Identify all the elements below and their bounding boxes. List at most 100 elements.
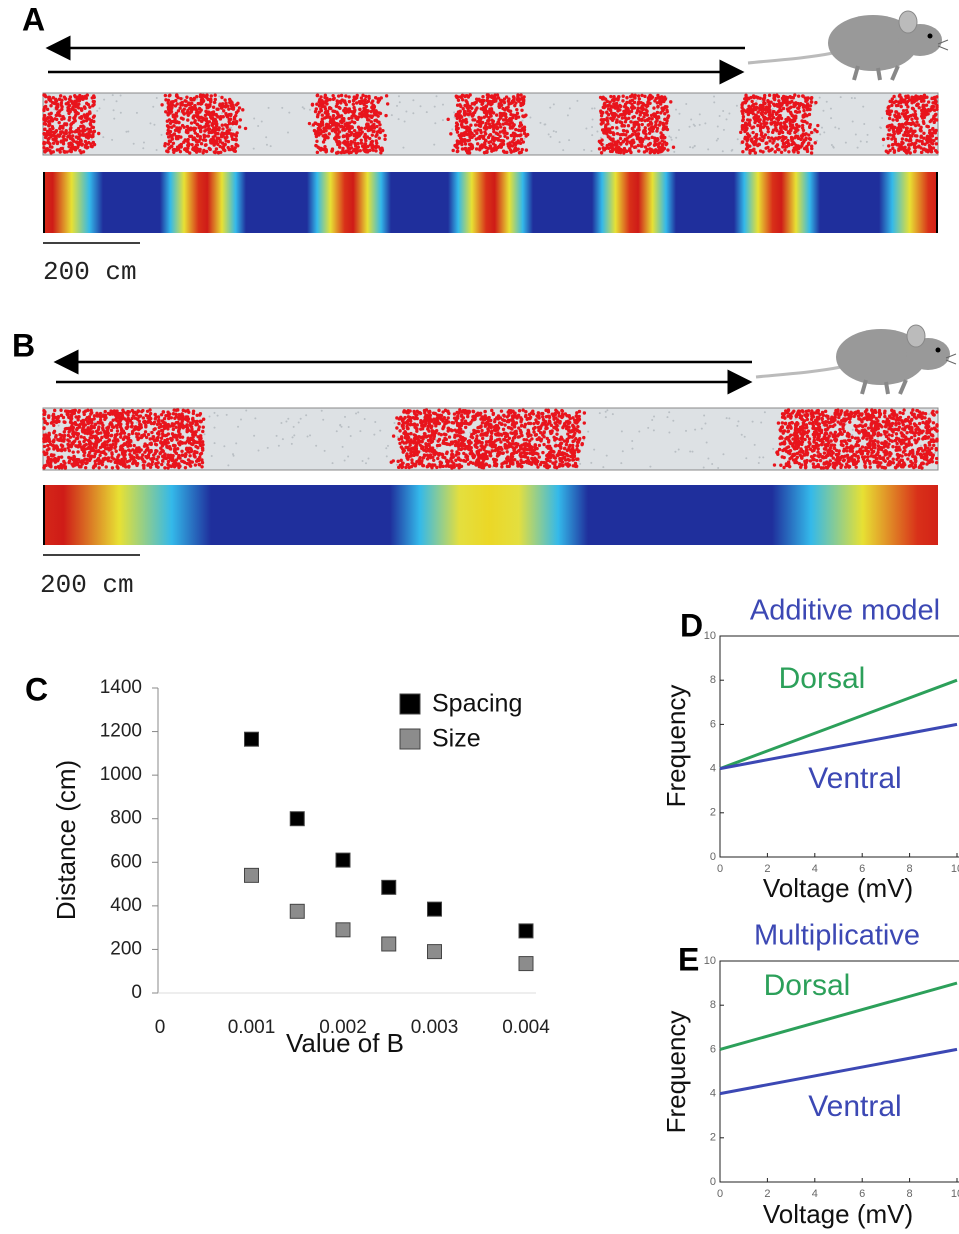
raster-dot [601,111,604,114]
raster-dot [166,463,169,466]
raster-dot [900,142,903,145]
raster-dot [934,114,937,117]
raster-dot [126,410,129,413]
raster-dot [591,134,593,136]
raster-dot [194,131,197,134]
raster-dot [75,428,78,431]
raster-dot [136,410,139,413]
raster-dot [351,110,354,113]
raster-dot [110,451,113,454]
raster-dot [70,150,73,153]
raster-dot [135,432,138,435]
raster-dot [59,409,62,412]
raster-dot [922,120,925,123]
raster-dot [186,138,189,141]
raster-dot [133,411,136,414]
raster-dot [807,133,810,136]
raster-dot [308,122,311,125]
raster-dot [630,110,633,113]
raster-dot [88,417,91,420]
raster-dot [925,138,928,141]
raster-dot [189,103,192,106]
raster-dot [507,100,510,103]
raster-dot [750,100,753,103]
raster-dot [768,116,771,119]
raster-dot [316,94,319,97]
raster-dot [931,97,934,100]
raster-dot [481,95,484,98]
raster-dot [337,94,340,97]
raster-dot [456,150,459,153]
raster-dot [325,102,328,105]
raster-dot [187,411,190,414]
raster-dot [78,425,81,428]
raster-dot [77,136,80,139]
raster-dot [219,151,222,154]
raster-dot [164,426,167,429]
raster-dot [227,107,230,110]
raster-dot [726,417,728,419]
raster-dot [123,453,126,456]
raster-dot [213,412,215,414]
raster-dot [335,132,338,135]
raster-dot [120,112,122,114]
raster-dot [183,99,186,102]
raster-dot [197,116,200,119]
raster-dot [647,427,649,429]
raster-dot [783,148,786,151]
raster-dot [86,432,89,435]
raster-dot [753,121,756,124]
raster-dot [141,458,144,461]
raster-dot [267,447,269,449]
raster-dot [624,106,627,109]
raster-dot [302,106,304,108]
raster-dot [663,147,666,150]
raster-dot [210,131,213,134]
raster-dot [121,409,124,412]
raster-dot [640,94,643,97]
raster-dot [638,97,641,100]
raster-dot [748,124,751,127]
raster-dot [80,459,83,462]
raster-dot [200,465,203,468]
raster-dot [617,115,620,118]
raster-dot [893,151,896,154]
raster-dot [356,133,359,136]
raster-dot [321,410,323,412]
raster-dot [931,127,934,130]
raster-dot [121,416,124,419]
raster-dot [877,438,879,440]
raster-dot [81,143,84,146]
raster-dot [931,142,934,145]
raster-dot [180,116,183,119]
raster-dot [665,142,668,145]
raster-dot [925,148,928,151]
raster-dot [349,140,352,143]
raster-dot [646,118,649,121]
raster-dot [234,138,237,141]
raster-dot [689,126,691,128]
raster-dot [913,96,916,99]
raster-dot [523,126,526,129]
raster-dot [166,124,169,127]
raster-dot [633,96,636,99]
raster-dot [84,438,87,441]
raster-dot [741,140,744,143]
raster-dot [196,148,199,151]
raster-dot [298,422,300,424]
raster-dot [139,448,142,451]
raster-dot [510,134,513,137]
raster-dot [834,126,836,128]
raster-dot [253,117,255,119]
raster-dot [615,120,618,123]
raster-dot [231,122,234,125]
raster-dot [898,94,901,97]
raster-dot [521,120,523,122]
raster-dot [831,144,833,146]
raster-dot [745,147,748,150]
raster-dot [101,444,104,447]
raster-dot [209,139,212,142]
raster-dot [131,417,134,420]
raster-dot [62,134,65,137]
raster-dot [881,117,883,119]
